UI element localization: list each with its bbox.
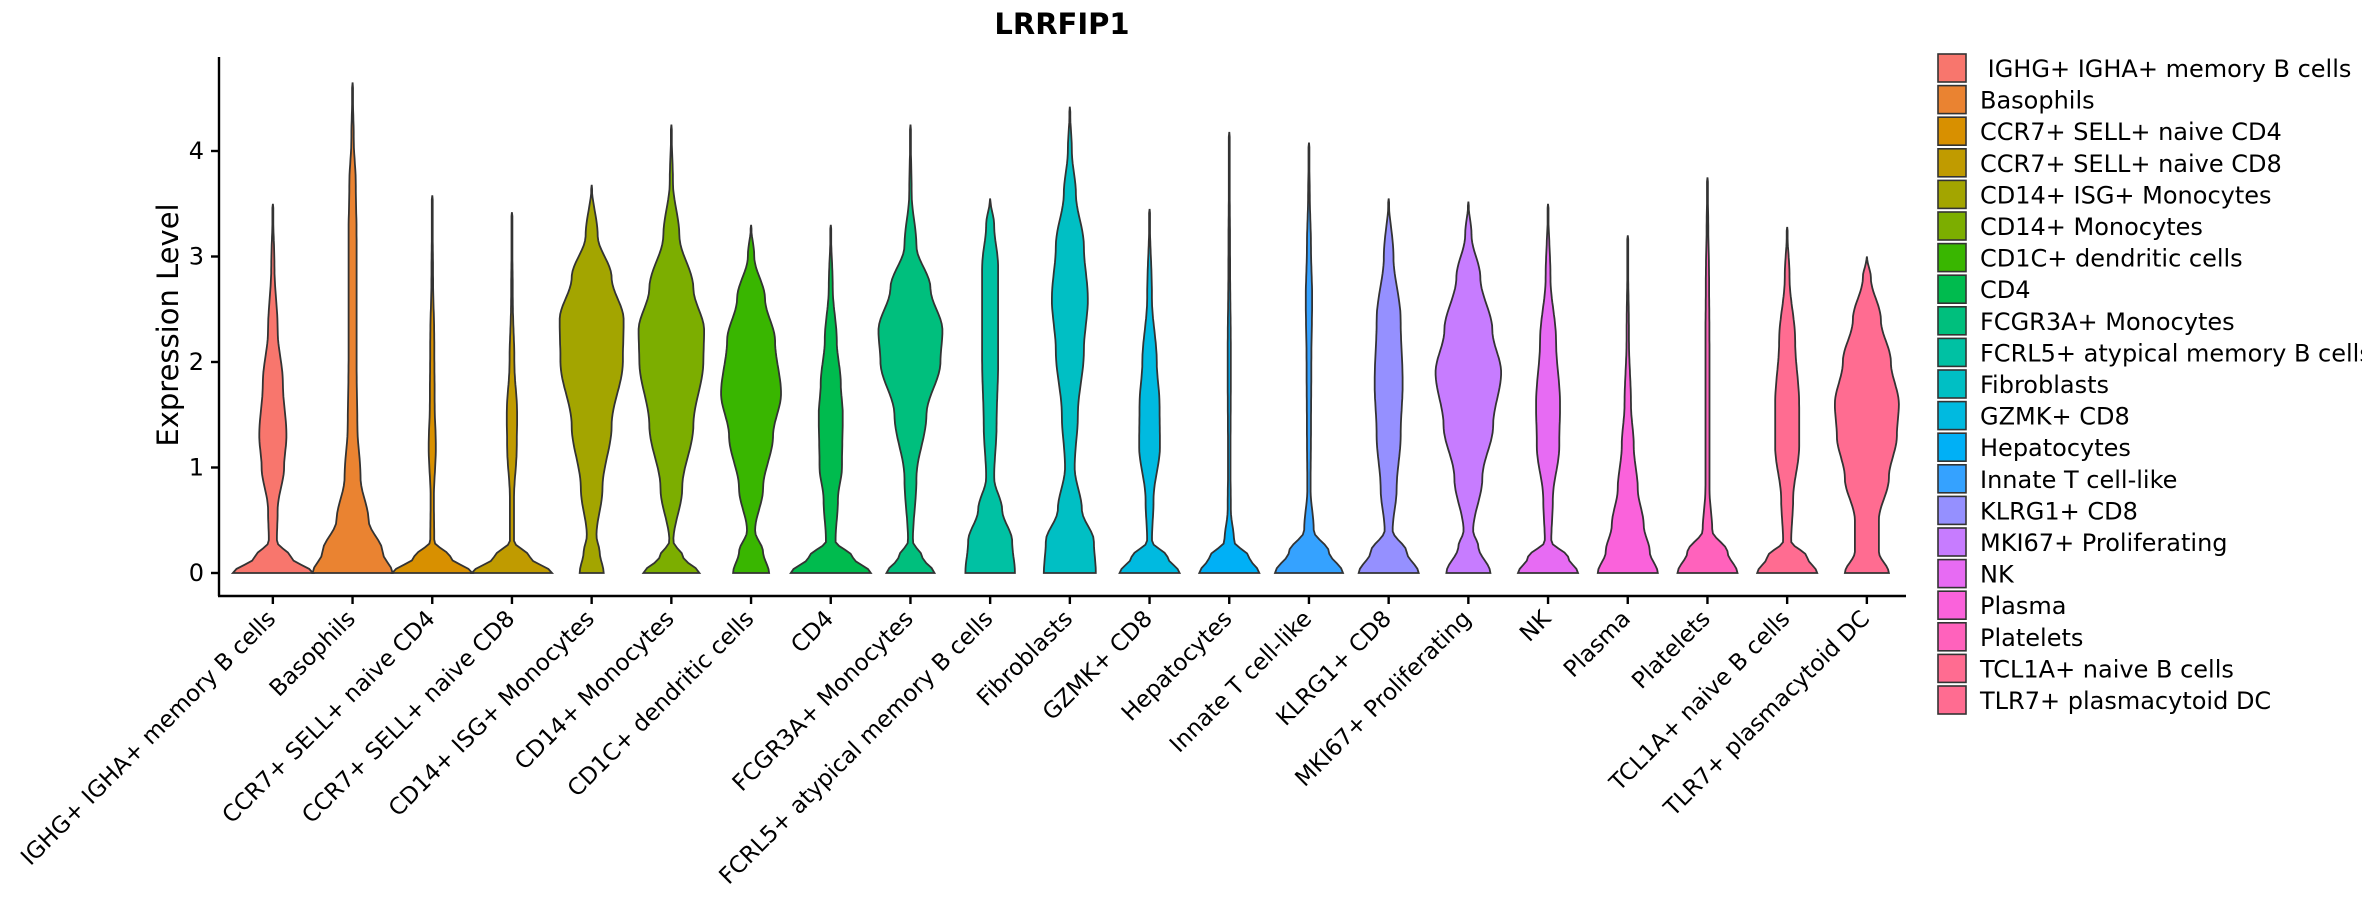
legend-key [1937, 527, 1967, 557]
legend-key [1937, 590, 1967, 621]
legend-label: MKI67+ Proliferating [1980, 529, 2228, 557]
legend-key [1937, 84, 1967, 115]
legend-key [1937, 653, 1967, 684]
legend-key [1937, 337, 1967, 368]
violin [1118, 208, 1182, 574]
legend-key [1937, 495, 1967, 526]
violin [1755, 226, 1819, 574]
legend-key [1937, 116, 1967, 146]
legend-label: Platelets [1980, 624, 2083, 652]
y-tick-label: 4 [189, 137, 204, 165]
violin [230, 203, 315, 574]
violin [1834, 256, 1900, 574]
legend-label: CCR7+ SELL+ naive CD8 [1980, 150, 2282, 178]
violin-series [230, 82, 1900, 574]
x-tick-label: NK [1515, 605, 1557, 647]
legend-key [1937, 400, 1967, 431]
violin [1357, 198, 1420, 574]
legend-label: KLRG1+ CD8 [1980, 497, 2138, 525]
legend-label: CD4 [1980, 276, 2031, 304]
chart-title: LRRFIP1 [994, 7, 1129, 41]
legend-label: FCGR3A+ Monocytes [1980, 308, 2235, 336]
violin [1434, 201, 1502, 574]
y-axis: 0 1 2 3 4 [189, 57, 221, 596]
x-axis [218, 594, 1906, 604]
legend-label: CD14+ ISG+ Monocytes [1980, 181, 2272, 209]
x-tick-label: Innate T cell-like [1165, 606, 1317, 758]
legend-label: FCRL5+ atypical memory B cells [1980, 339, 2362, 367]
violin [469, 212, 555, 574]
legend-label: NK [1980, 561, 2015, 589]
legend-label: IGHG+ IGHA+ memory B cells [1980, 55, 2351, 83]
violin [390, 195, 475, 574]
y-tick-label: 2 [189, 348, 204, 376]
legend-key [1937, 369, 1967, 399]
legend-key [1937, 305, 1967, 336]
violin [877, 124, 944, 574]
violin [1516, 203, 1580, 574]
violin [637, 124, 705, 574]
legend-key [1937, 179, 1967, 210]
legend-key [1937, 621, 1967, 652]
legend-key [1937, 463, 1967, 494]
legend-label: Hepatocytes [1980, 434, 2131, 462]
legend-key [1937, 242, 1967, 273]
legend-label: CCR7+ SELL+ naive CD4 [1980, 118, 2282, 146]
violin [720, 224, 782, 574]
legend-key [1937, 148, 1967, 178]
legend-label: CD1C+ dendritic cells [1980, 245, 2243, 273]
legend-label: Plasma [1980, 592, 2066, 620]
legend-key [1937, 432, 1967, 463]
legend-label: Fibroblasts [1980, 371, 2109, 399]
legend-label: CD14+ Monocytes [1980, 213, 2203, 241]
legend-label: TCL1A+ naive B cells [1979, 655, 2234, 683]
x-tick-label: CD4 [786, 606, 839, 659]
legend-label: Basophils [1980, 87, 2095, 115]
y-axis-title: Expression Level [151, 203, 185, 446]
x-tick-label: Plasma [1559, 606, 1636, 683]
legend-label: GZMK+ CD8 [1980, 403, 2130, 431]
legend-key [1937, 558, 1967, 589]
legend-key [1937, 211, 1967, 241]
x-tick-label: CD14+ Monocytes [510, 606, 679, 775]
y-tick-label: 1 [189, 454, 204, 482]
violin [1042, 106, 1097, 574]
violin [964, 198, 1016, 574]
legend-key [1937, 274, 1967, 305]
violin [1676, 177, 1739, 574]
y-tick-label: 3 [189, 243, 204, 271]
violin [1197, 131, 1261, 574]
legend: IGHG+ IGHA+ memory B cells Basophils CCR7+… [1937, 53, 2362, 715]
violin [311, 82, 394, 574]
legend-key [1937, 685, 1967, 715]
violin [789, 224, 873, 574]
legend-label: Innate T cell-like [1980, 466, 2177, 494]
x-tick-label: IGHG+ IGHA+ memory B cells [16, 606, 281, 871]
violin [1596, 235, 1659, 574]
legend-label: TLR7+ plasmacytoid DC [1979, 687, 2271, 715]
violin [1273, 142, 1345, 574]
y-tick-label: 0 [189, 559, 204, 587]
x-tick-labels: IGHG+ IGHA+ memory B cellsBasophilsCCR7+… [16, 605, 1875, 890]
legend-key [1937, 53, 1967, 83]
violin [558, 184, 625, 574]
